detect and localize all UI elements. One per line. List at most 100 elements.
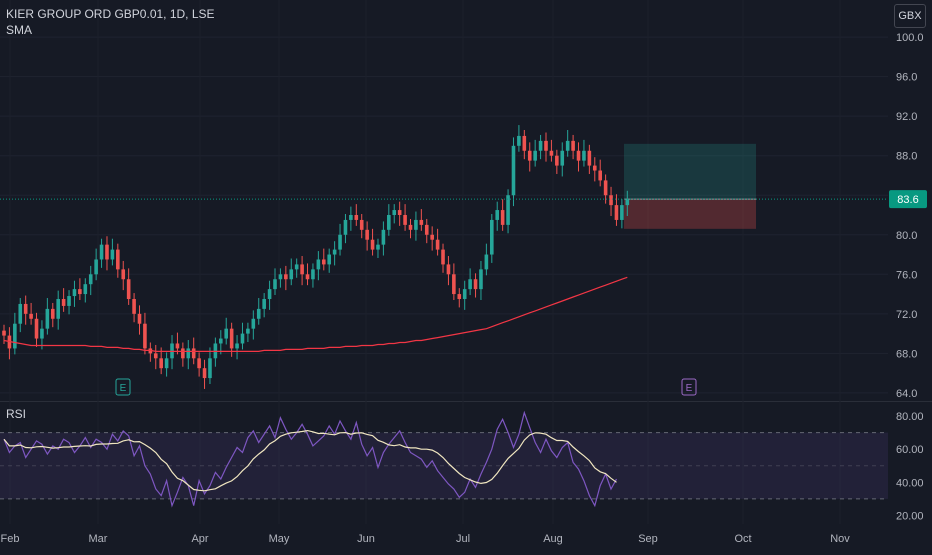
candle-body	[2, 330, 6, 336]
candle-body	[78, 289, 82, 295]
candle-body	[126, 279, 131, 300]
candle-body	[300, 264, 304, 275]
candle-body	[267, 289, 272, 300]
candle-body	[23, 303, 28, 314]
last-price-tag	[889, 190, 927, 209]
price-axis-tick: 96.0	[896, 72, 917, 84]
candle-body	[208, 358, 212, 379]
candle-body	[511, 145, 516, 196]
earnings-marker-past[interactable]	[115, 378, 131, 396]
time-axis-tick: Mar	[89, 533, 108, 545]
candle-body	[370, 239, 375, 250]
candle-body	[349, 215, 353, 220]
rsi-pane-label: RSI	[6, 407, 27, 421]
candle-body	[18, 303, 23, 324]
candle-body	[88, 274, 93, 285]
candle-body	[533, 150, 537, 161]
candle-body	[316, 259, 321, 270]
candle-body	[555, 155, 559, 166]
candle-body	[121, 269, 126, 280]
candle-body	[452, 274, 456, 295]
candle-body	[392, 210, 397, 215]
target-zone[interactable]	[624, 143, 756, 200]
candle-body	[549, 150, 554, 156]
time-axis-tick: Aug	[543, 533, 563, 545]
candle-body	[538, 140, 543, 151]
price-axis-tick: 100.0	[896, 32, 924, 44]
rsi-band	[0, 432, 888, 499]
candle-body	[202, 368, 207, 379]
candle-body	[576, 150, 581, 161]
candle-body	[34, 318, 39, 339]
candle-body	[565, 140, 570, 151]
candle-body	[321, 259, 326, 265]
candle-body	[500, 210, 505, 225]
candle-body	[468, 279, 472, 290]
candle-body	[403, 215, 407, 225]
candle-body	[625, 199, 630, 206]
candle-body	[592, 165, 597, 171]
candle-body	[495, 210, 500, 220]
candle-body	[582, 150, 586, 161]
candle-body	[435, 239, 440, 250]
candle-body	[289, 269, 294, 280]
candle-body	[191, 348, 196, 359]
candle-body	[61, 299, 66, 306]
earnings-marker-upcoming-label: E	[686, 383, 693, 394]
candle-body	[99, 244, 104, 260]
candle-body	[354, 215, 359, 220]
rsi-axis-tick: 60.00	[896, 444, 924, 456]
candle-body	[67, 296, 71, 306]
candle-body	[153, 353, 158, 359]
candle-body	[197, 358, 201, 369]
candle-body	[457, 294, 462, 300]
candle-body	[414, 219, 418, 230]
price-axis-tick: 76.0	[896, 269, 917, 281]
candle-body	[327, 254, 331, 265]
candle-body	[224, 328, 229, 339]
candle-body	[40, 328, 44, 339]
candle-body	[479, 269, 483, 290]
stop-zone[interactable]	[624, 199, 756, 229]
currency-button[interactable]: GBX	[894, 4, 926, 28]
candle-body	[262, 299, 266, 309]
candle-body	[229, 328, 234, 349]
candle-body	[72, 289, 77, 297]
candle-body	[506, 195, 510, 225]
candle-body	[527, 150, 532, 161]
price-axis-tick: 68.0	[896, 348, 917, 360]
sma-line[interactable]	[3, 276, 628, 352]
candle-body	[338, 234, 342, 250]
earnings-marker-past-label: E	[120, 383, 127, 394]
candle-body	[598, 170, 602, 181]
candle-body	[284, 274, 288, 280]
candle-body	[560, 150, 565, 166]
candle-body	[251, 318, 256, 329]
candle-body	[105, 244, 109, 260]
candle-body	[116, 249, 120, 270]
rsi-line[interactable]	[3, 410, 618, 508]
candle-body	[311, 269, 315, 280]
candle-body	[408, 224, 413, 230]
candle-body	[387, 215, 391, 230]
price-axis-tick: 72.0	[896, 309, 917, 321]
time-axis-tick: Feb	[1, 533, 20, 545]
candle-body	[294, 264, 299, 270]
candle-body	[359, 219, 364, 230]
candle-body	[110, 249, 115, 260]
candle-body	[587, 150, 592, 166]
time-axis-tick: Jun	[357, 533, 375, 545]
candle-body	[273, 279, 277, 290]
rsi-axis-tick: 80.00	[896, 411, 924, 423]
earnings-marker-upcoming[interactable]	[681, 378, 697, 396]
candle-body	[446, 264, 451, 275]
price-axis-tick: 88.0	[896, 151, 917, 163]
rsi-ma-line[interactable]	[3, 429, 617, 492]
candle-body	[462, 289, 467, 300]
rsi-axis-tick: 40.00	[896, 477, 924, 489]
candle-body	[620, 205, 624, 220]
time-axis-tick: Jul	[456, 533, 470, 545]
candle-body	[517, 135, 521, 146]
